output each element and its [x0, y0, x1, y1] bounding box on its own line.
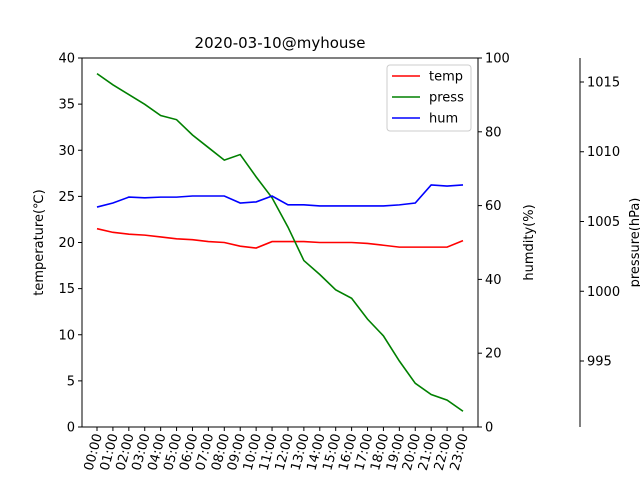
chart-title: 2020-03-10@myhouse: [195, 34, 366, 52]
y2-tick-label: 100: [485, 52, 510, 67]
y-axis-label: temperature(℃): [32, 189, 47, 295]
series-line: [96, 227, 464, 249]
y-tick-label: 10: [58, 328, 75, 343]
y-tick-label: 35: [58, 98, 75, 113]
y-tick-label: 5: [67, 374, 75, 389]
legend-label: press: [429, 91, 464, 106]
legend-label: temp: [429, 70, 463, 85]
legend-box: [386, 64, 472, 132]
y2-axis-label: humdity(%): [522, 204, 537, 280]
y3-tick-label: 1010: [587, 145, 620, 160]
y-tick-label: 30: [58, 144, 75, 159]
y-tick-label: 15: [58, 282, 75, 297]
y3-tick-label: 1000: [587, 285, 620, 300]
y3-tick-label: 1005: [587, 215, 620, 230]
series-line: [96, 184, 464, 208]
y2-tick-label: 80: [485, 125, 502, 140]
y2-tick-label: 20: [485, 347, 502, 362]
series-line: [96, 72, 464, 412]
y3-tick-label: 995: [587, 355, 612, 370]
y-tick-label: 25: [58, 190, 75, 205]
y3-axis-label: pressure(hPa): [628, 198, 640, 288]
y3-tick-label: 1015: [587, 75, 620, 90]
y2-tick-label: 0: [485, 421, 493, 436]
y-tick-label: 0: [67, 421, 75, 436]
y2-tick-label: 40: [485, 273, 502, 288]
y-tick-label: 40: [58, 52, 75, 67]
y-tick-label: 20: [58, 236, 75, 251]
y2-tick-label: 60: [485, 199, 502, 214]
legend-label: hum: [429, 112, 458, 127]
